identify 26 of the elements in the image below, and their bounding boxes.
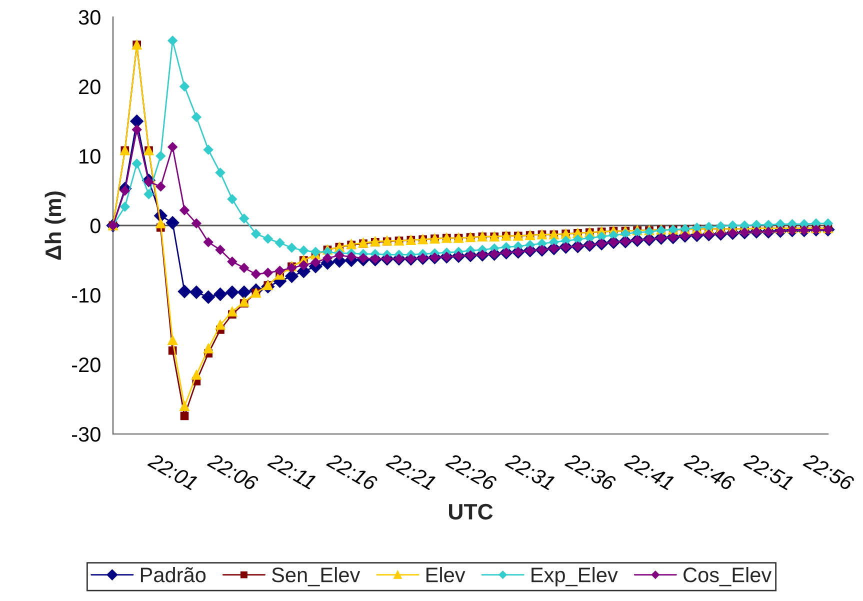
y-tick-label: -30 <box>72 427 100 442</box>
x-tick-label: 22:46 <box>683 452 736 492</box>
y-tick-label: -10 <box>72 288 100 303</box>
x-tick-label: 22:06 <box>206 452 260 492</box>
x-tick-label: 22:41 <box>624 452 675 490</box>
x-axis-title: UTC <box>449 504 493 520</box>
x-tick-label: 22:26 <box>445 452 498 492</box>
legend-label: Exp_Elev <box>532 566 618 586</box>
x-tick-label: 22:16 <box>326 452 378 492</box>
x-tick-label: 22:56 <box>802 452 856 492</box>
y-axis-title: Δh (m) <box>44 191 66 260</box>
legend-label: Elev <box>426 566 466 582</box>
x-tick-label: 22:51 <box>742 452 794 490</box>
y-tick-label: 10 <box>80 149 100 164</box>
x-tick-label: 22:01 <box>147 452 198 490</box>
y-tick-label: -20 <box>72 358 100 372</box>
legend-label: Cos_Elev <box>684 566 772 586</box>
y-tick-label: 30 <box>78 10 100 25</box>
x-tick-label: 22:36 <box>564 452 617 492</box>
x-tick-label: 22:11 <box>267 452 317 490</box>
y-tick-label: 20 <box>79 80 100 94</box>
legend-label: Padrão <box>140 566 206 582</box>
y-tick-label: 0 <box>90 218 100 234</box>
x-tick-label: 22:21 <box>386 452 437 490</box>
legend-label: Sen_Elev <box>272 566 360 586</box>
x-tick-label: 22:31 <box>504 452 556 490</box>
